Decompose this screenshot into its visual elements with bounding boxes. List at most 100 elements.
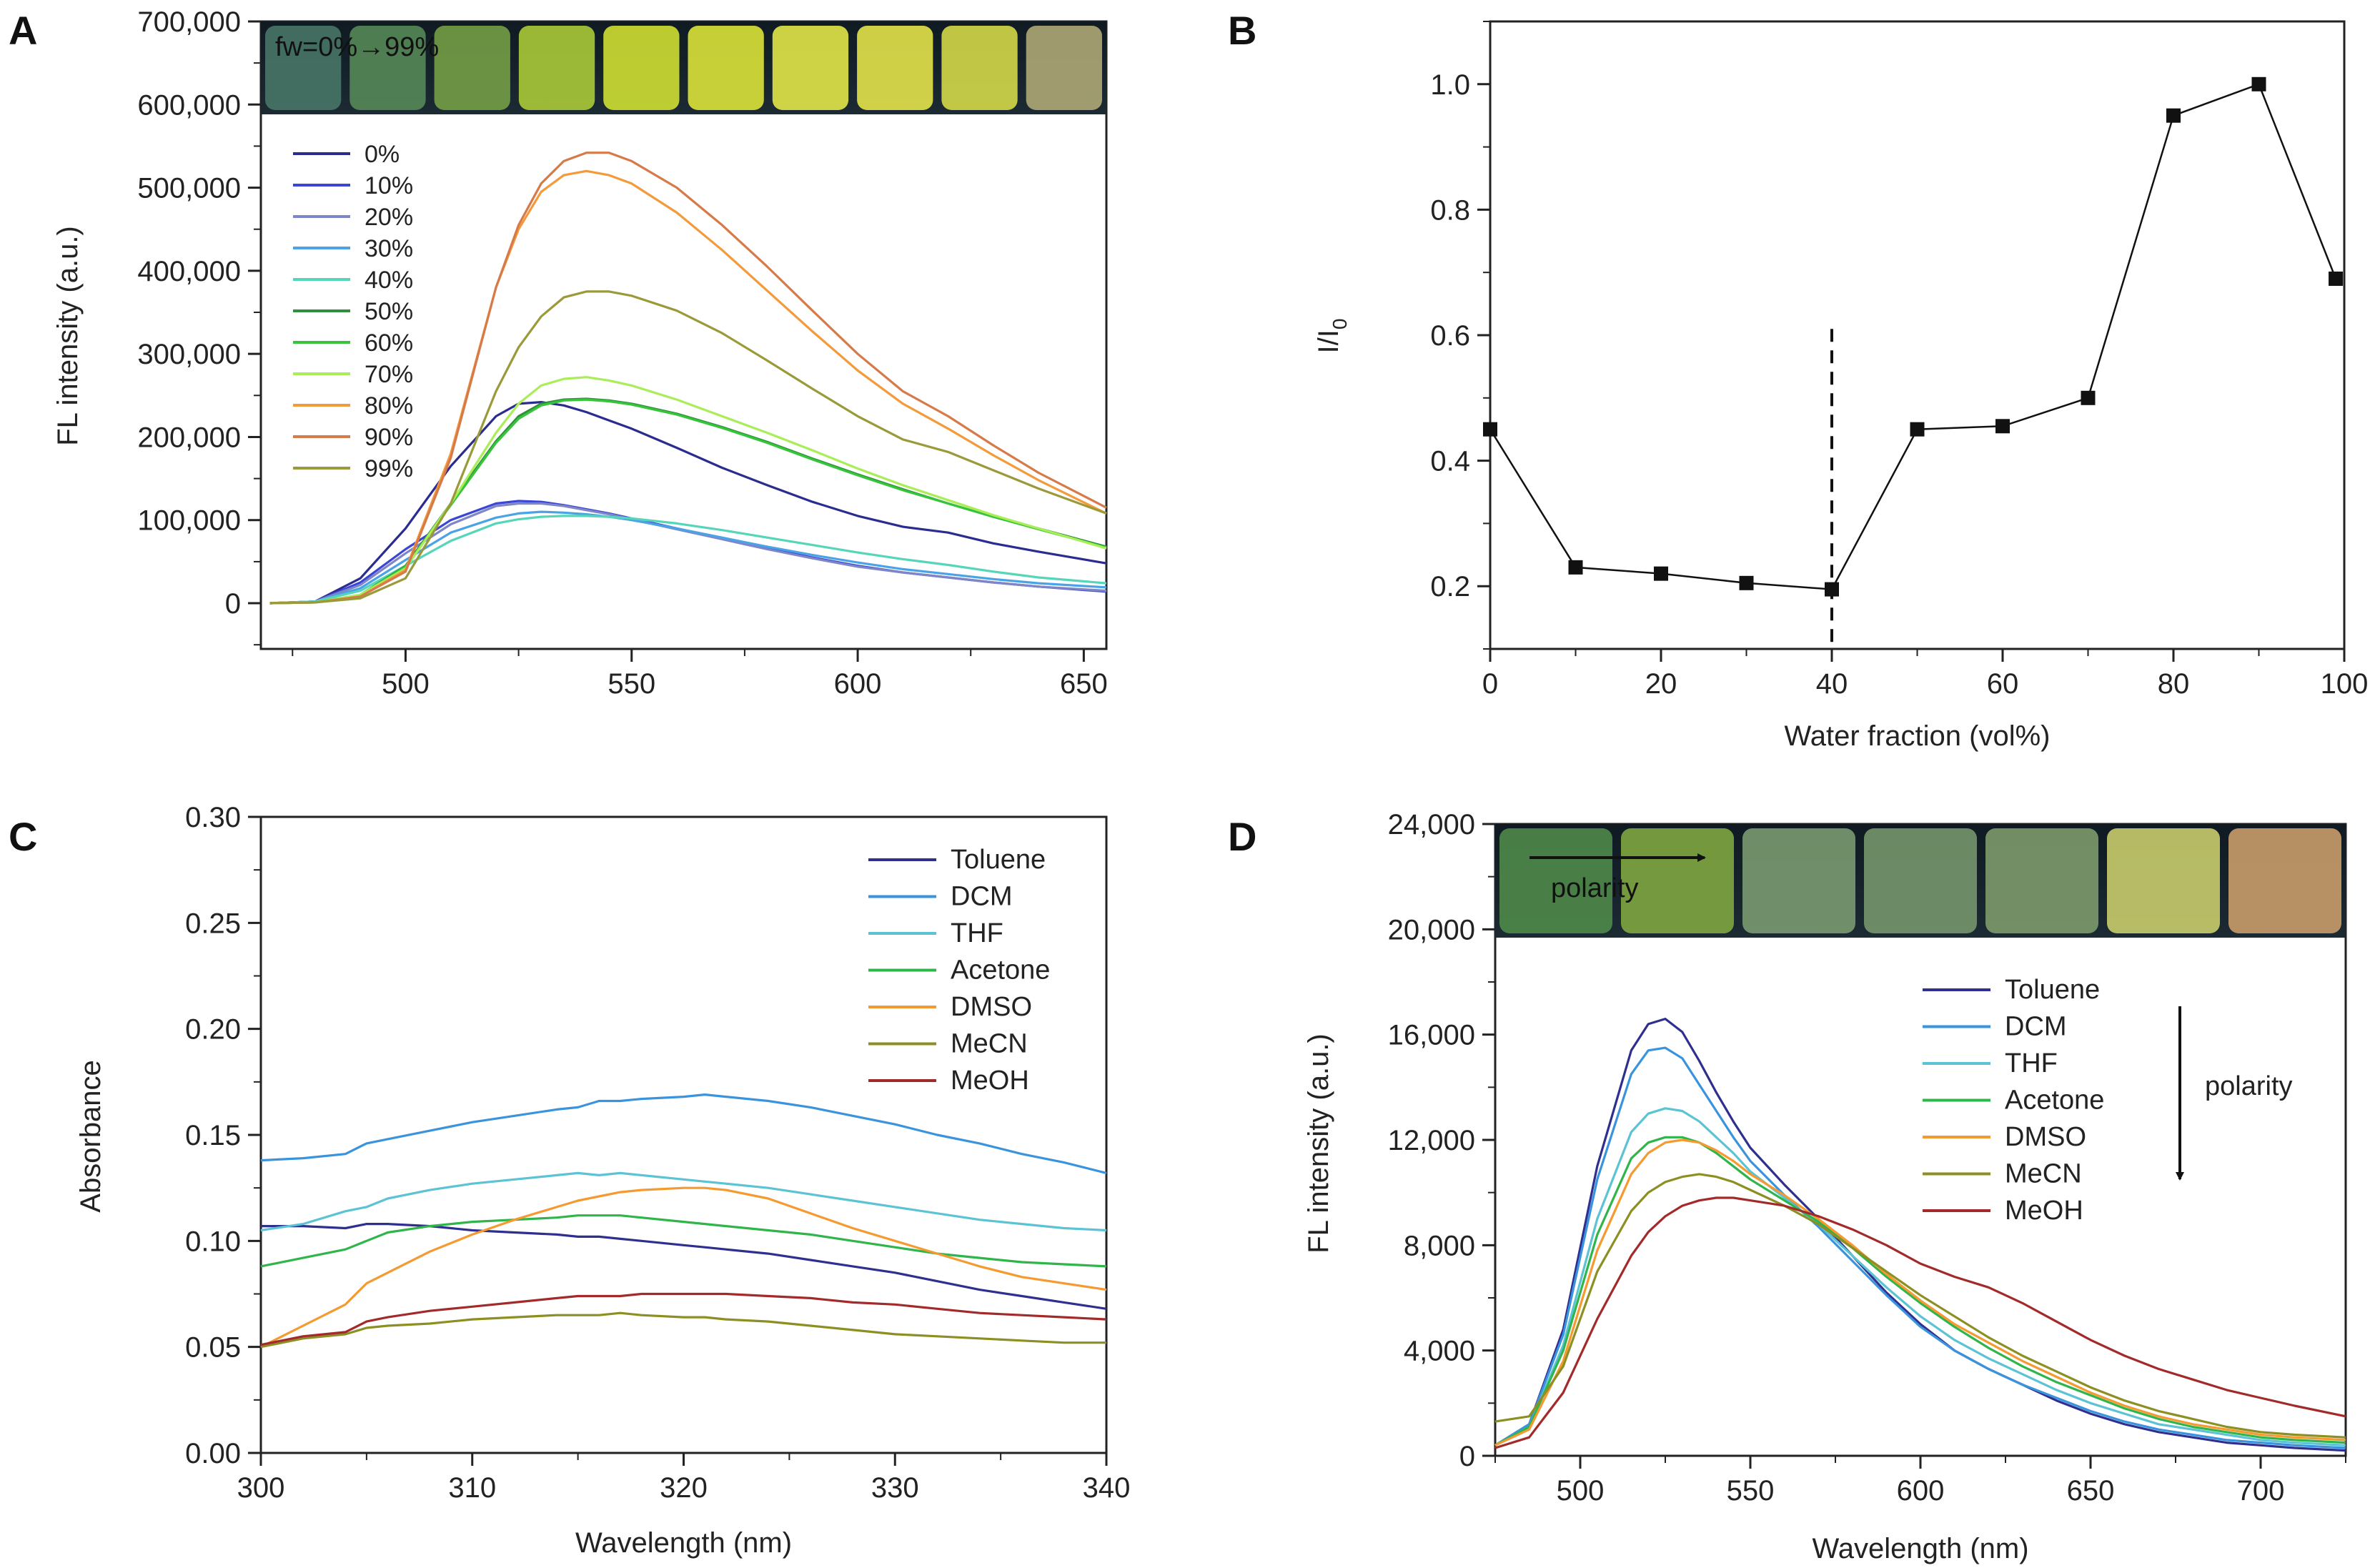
vial [265,26,342,110]
data-point-b [2081,390,2096,405]
data-point-b [1568,560,1583,575]
x-axis-title-b: Water fraction (vol%) [1785,720,2051,752]
legend-label-2: MeOH [951,1066,1029,1096]
legend-a: 0% 10% 20% 30% 40% 50% 60% 70% 80% 90% 99% [293,141,413,482]
legend-label-2: Toluene [951,845,1046,875]
series-line-2-toluene [261,1223,1107,1310]
series-line-0-10 [269,500,1107,605]
vial [434,26,510,110]
y-tick-label-3: 0 [1459,1441,1475,1472]
y-tick-label-2: 0.25 [185,908,241,939]
x-tick-label-0: 650 [1060,668,1108,700]
legend-label-2: MeCN [951,1029,1028,1059]
y-tick-label-1: 0.2 [1430,571,1470,602]
legend-label-3: DCM [2005,1012,2067,1042]
x-tick-label-1: 20 [1645,668,1677,700]
vial [1499,828,1612,933]
x-tick-label-0: 500 [382,668,430,700]
y-tick-label-3: 12,000 [1388,1125,1475,1156]
legend-label-2: DMSO [951,992,1032,1022]
y-tick-label-0: 300,000 [137,339,241,370]
series-line-2-mecn [260,1311,1106,1349]
x-axis-title-c: Wavelength (nm) [575,1527,792,1559]
panel-letter-d: D [1228,814,1256,859]
legend-label-2: THF [951,918,1003,948]
legend-label-0: 20% [365,204,413,231]
data-point-b [1825,582,1839,597]
x-tick-label-2: 320 [660,1472,708,1504]
photo-label-a: fw=0%→99% [275,32,439,62]
y-tick-label-1: 0.8 [1430,194,1470,226]
x-tick-label-0: 600 [834,668,882,700]
legend-label-3: Toluene [2005,975,2100,1005]
y-tick-label-3: 20,000 [1388,914,1475,946]
x-tick-label-3: 550 [1727,1475,1775,1507]
vial [1985,828,2098,933]
y-tick-label-0: 100,000 [137,505,241,537]
legend-d: Toluene DCM THF Acetone DMSO MeCN MeOH [1923,975,2104,1226]
legend-label-2: Acetone [951,956,1050,986]
series-line-0-0 [269,401,1107,605]
data-point-b [2329,271,2344,286]
x-tick-label-3: 650 [2067,1475,2115,1507]
series-line-3-dcm [1494,1046,2346,1449]
x-tick-label-2: 300 [237,1472,285,1504]
y-tick-label-2: 0.20 [185,1014,241,1046]
legend-label-0: 10% [365,172,413,199]
y-axis-title-b-main: I/I [1313,329,1344,353]
photo-label-d: polarity [1551,873,1639,903]
plot-frame-c [259,815,1108,1454]
data-point-b [1483,422,1497,437]
series-line-3-mecn [1494,1173,2346,1439]
vial [2107,828,2220,933]
legend-label-0: 80% [365,392,413,420]
data-point-b [1654,566,1668,581]
y-axis-title-b: I/I0 [1313,319,1351,354]
series-line-0-90 [269,152,1107,605]
y-tick-label-1: 0.6 [1430,320,1470,352]
x-tick-label-1: 80 [2158,668,2190,700]
vial [1864,828,1977,933]
polarity-arrow-label: polarity [2205,1071,2293,1101]
y-tick-label-3: 16,000 [1388,1020,1475,1051]
y-tick-label-2: 0.00 [185,1438,241,1469]
panel-letter-b: B [1228,8,1256,53]
y-axis-title-d: FL intensity (a.u.) [1303,1033,1334,1254]
x-tick-label-3: 500 [1557,1475,1605,1507]
y-tick-label-0: 200,000 [137,422,241,453]
series-line-2-meoh [260,1292,1107,1346]
series-line-2-thf [260,1171,1107,1232]
series-line-3-dmso [1494,1138,2346,1447]
data-point-b [1910,422,1925,437]
y-axis-title-b-sub: 0 [1329,319,1351,330]
data-point-b [1995,419,2010,434]
y-tick-label-1: 1.0 [1430,69,1470,101]
series-line-2-dcm [260,1093,1107,1174]
plot-3: 500 550 600 650 700 0 4,000 8,000 12,000 16,000 20… [1303,809,2347,1564]
y-tick-label-2: 0.30 [185,802,241,833]
data-point-b [2166,108,2181,123]
vial [1742,828,1855,933]
x-tick-label-2: 310 [448,1472,496,1504]
x-axis-title-d: Wavelength (nm) [1812,1533,2028,1564]
series-line-0-70 [269,376,1107,605]
x-tick-label-1: 0 [1482,668,1498,700]
legend-label-2: DCM [951,882,1013,912]
y-tick-label-1: 0.4 [1430,446,1470,477]
panel-d: D Toluene DCM THF Acetone DMSO MeCN MeOH polar… [1228,814,2346,1226]
data-point-b [1739,575,1754,590]
legend-label-0: 60% [365,329,413,357]
x-tick-label-3: 600 [1897,1475,1945,1507]
vial [2228,828,2341,933]
legend-label-3: THF [2005,1048,2058,1078]
legend-label-0: 30% [365,235,413,262]
plot-1: 0 20 40 60 80 100 0.2 0.4 0.6 0.8 1.0 Water fractio… [1313,20,2368,752]
series-line-0-20 [269,502,1107,605]
legend-label-0: 0% [365,141,400,168]
panel-letter-c: C [9,814,37,859]
y-axis-title-c: Absorbance [75,1060,106,1212]
vial [857,26,933,110]
legend-label-3: Acetone [2005,1086,2104,1116]
legend-label-3: MeCN [2005,1159,2082,1189]
